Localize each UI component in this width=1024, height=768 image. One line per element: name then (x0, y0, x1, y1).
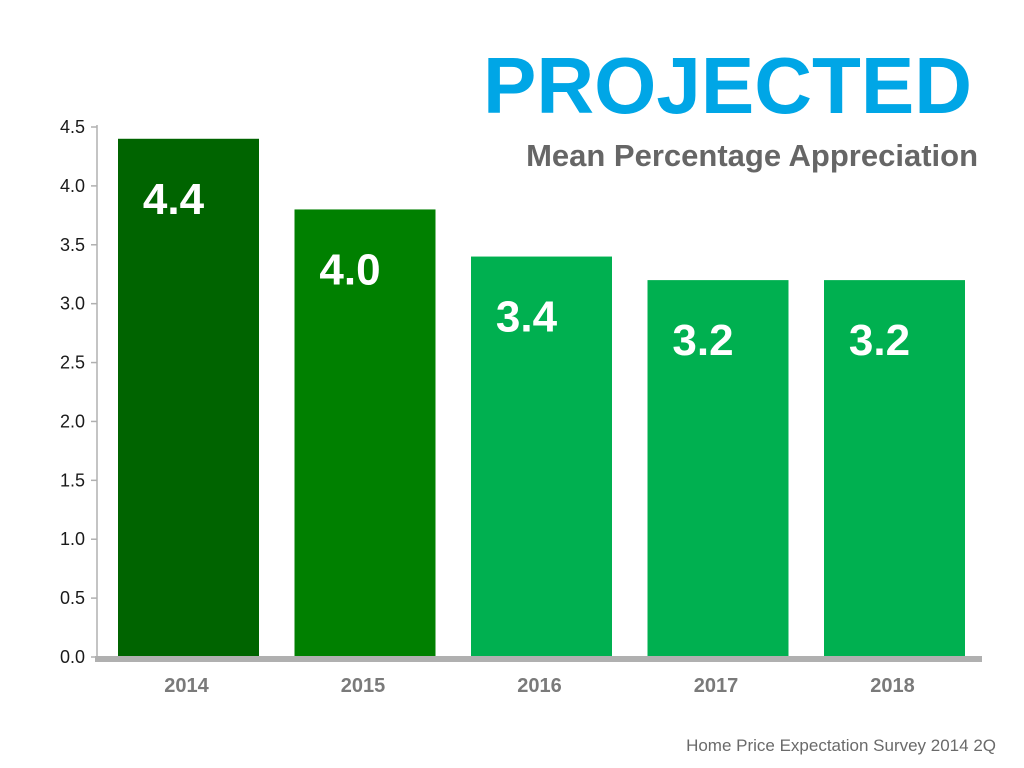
x-tick-label: 2015 (341, 675, 386, 697)
y-tick-label: 3.0 (60, 294, 85, 314)
bars: 4.4 4.0 3.4 3.2 3.2 (118, 138, 965, 657)
y-axis: 0.0 0.5 1.0 1.5 2.0 2.5 3.0 3.5 4.0 4.5 (60, 117, 98, 667)
y-tick-label: 0.5 (60, 588, 85, 608)
y-tick-label: 1.0 (60, 529, 85, 549)
bar-data-label: 3.2 (849, 316, 910, 365)
chart-title: PROJECTED (483, 41, 972, 130)
y-tick-label: 4.0 (60, 176, 85, 196)
bar (294, 209, 436, 657)
bar (824, 280, 965, 657)
x-tick-label: 2018 (870, 675, 915, 697)
bar (471, 256, 612, 657)
x-axis-line (95, 656, 982, 662)
chart-subtitle: Mean Percentage Appreciation (526, 138, 978, 173)
bar (647, 280, 789, 657)
y-tick-label: 2.5 (60, 353, 85, 373)
y-tick-label: 4.5 (60, 117, 85, 137)
y-tick-label: 0.0 (60, 647, 85, 667)
bar-data-label: 4.0 (319, 245, 380, 294)
source-note: Home Price Expectation Survey 2014 2Q (686, 736, 996, 755)
y-tick-label: 1.5 (60, 470, 85, 490)
bar-data-label: 4.4 (143, 175, 205, 224)
x-tick-label: 2014 (164, 675, 209, 697)
y-tick-label: 2.0 (60, 411, 85, 431)
bar (118, 138, 259, 657)
y-tick-label: 3.5 (60, 235, 85, 255)
x-tick-label: 2016 (517, 675, 562, 697)
x-axis: 2014 2015 2016 2017 2018 (95, 656, 982, 697)
bar-data-label: 3.4 (496, 293, 558, 342)
bar-data-label: 3.2 (672, 316, 733, 365)
x-tick-label: 2017 (694, 675, 739, 697)
